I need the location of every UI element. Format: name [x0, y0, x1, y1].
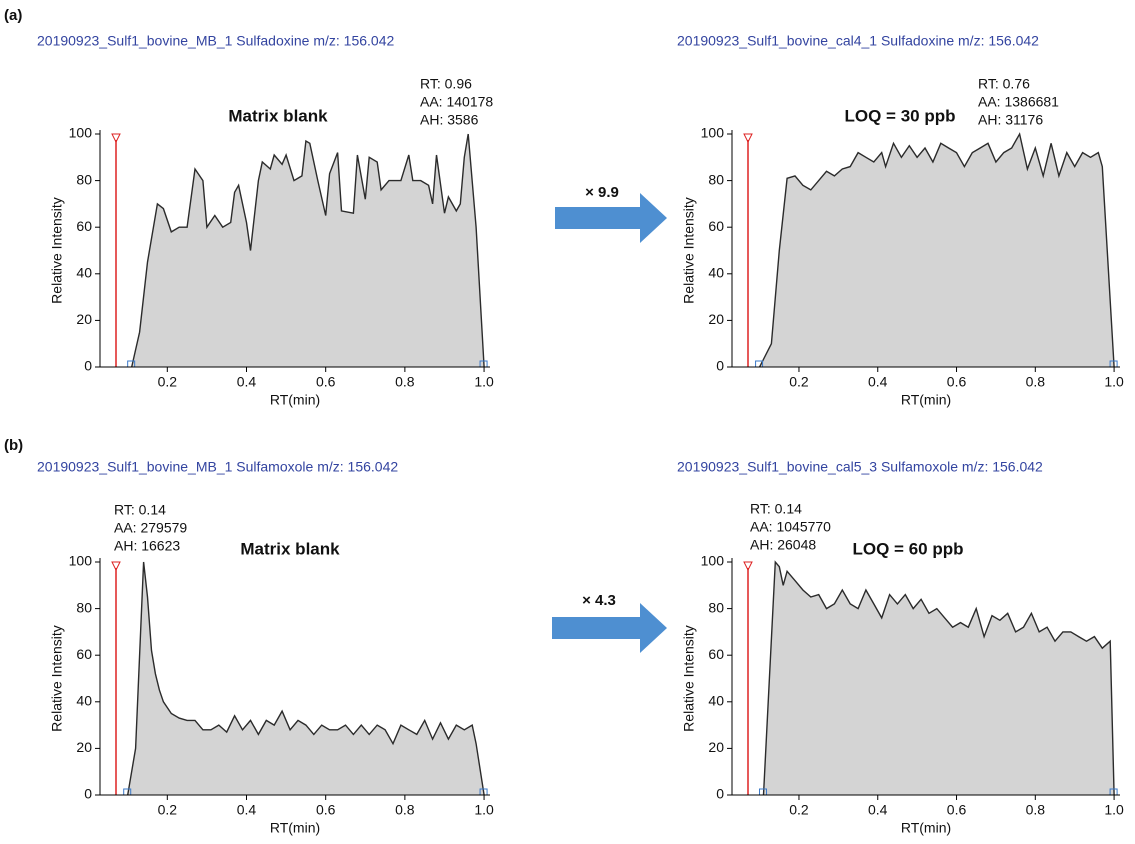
x-tick-label: 0.2: [789, 374, 809, 390]
area-fill: [127, 562, 485, 795]
x-tick-label: 1.0: [1104, 802, 1124, 818]
peak-label: RT: 0.76: [978, 76, 1030, 92]
arrow: [555, 193, 667, 243]
annotation: Matrix blank: [240, 539, 340, 558]
peak-label: RT: 0.14: [114, 502, 166, 518]
peak-label: RT: 0.14: [750, 501, 802, 517]
marker-triangle: [111, 133, 121, 144]
y-axis-label: Relative Intensity: [49, 625, 65, 732]
peak-label: AA: 1045770: [750, 519, 831, 535]
x-axis-label: RT(min): [270, 820, 320, 836]
x-tick-label: 0.2: [158, 374, 178, 390]
area-fill: [759, 134, 1115, 367]
trace-line: [762, 560, 1115, 796]
y-tick-label: 80: [708, 599, 724, 615]
y-tick-label: 100: [69, 553, 93, 569]
marker-triangle: [111, 561, 121, 572]
panel-label: (a): [4, 7, 22, 24]
y-tick-label: 0: [84, 358, 92, 374]
trace-line: [131, 133, 485, 368]
x-tick-label: 1.0: [474, 802, 494, 818]
x-tick-label: 0.2: [789, 802, 809, 818]
x-tick-label: 0.6: [947, 374, 967, 390]
peak-label: AH: 16623: [114, 538, 180, 554]
y-tick-label: 100: [69, 125, 93, 141]
x-tick-label: 0.4: [237, 374, 257, 390]
chart-title: 20190923_Sulf1_bovine_cal4_1 Sulfadoxine…: [677, 33, 1039, 49]
y-tick-label: 60: [708, 218, 724, 234]
peak-label: AA: 140178: [420, 94, 493, 110]
y-tick-label: 80: [76, 599, 92, 615]
y-tick-label: 20: [76, 739, 92, 755]
chart-title: 20190923_Sulf1_bovine_MB_1 Sulfadoxine m…: [37, 33, 394, 49]
y-axis-label: Relative Intensity: [681, 197, 697, 304]
arrow: [552, 603, 667, 653]
annotation: Matrix blank: [228, 106, 328, 125]
y-tick-label: 20: [76, 311, 92, 327]
y-tick-label: 20: [708, 739, 724, 755]
x-axis-label: RT(min): [901, 392, 951, 408]
y-tick-label: 40: [76, 265, 92, 281]
marker-triangle: [743, 133, 753, 144]
y-axis-label: Relative Intensity: [681, 625, 697, 732]
x-tick-label: 1.0: [474, 374, 494, 390]
y-tick-label: 60: [708, 646, 724, 662]
x-axis-label: RT(min): [901, 820, 951, 836]
marker-triangle: [743, 561, 753, 572]
chart-title: 20190923_Sulf1_bovine_MB_1 Sulfamoxole m…: [37, 459, 398, 475]
x-tick-label: 0.4: [868, 802, 888, 818]
y-tick-label: 60: [76, 218, 92, 234]
peak-label: AH: 3586: [420, 112, 479, 128]
annotation: LOQ = 30 ppb: [845, 106, 956, 125]
y-tick-label: 100: [701, 125, 725, 141]
x-tick-label: 0.8: [395, 374, 415, 390]
trace-line: [127, 561, 485, 796]
panel-label: (b): [4, 437, 23, 454]
x-tick-label: 0.6: [947, 802, 967, 818]
chart-title: 20190923_Sulf1_bovine_cal5_3 Sulfamoxole…: [677, 459, 1043, 475]
peak-label: AA: 1386681: [978, 94, 1059, 110]
x-tick-label: 0.4: [237, 802, 257, 818]
y-tick-label: 40: [76, 693, 92, 709]
x-tick-label: 0.2: [158, 802, 178, 818]
x-tick-label: 0.4: [868, 374, 888, 390]
peak-label: AA: 279579: [114, 520, 187, 536]
x-tick-label: 1.0: [1104, 374, 1124, 390]
y-tick-label: 40: [708, 265, 724, 281]
peak-label: AH: 31176: [978, 112, 1043, 128]
factor-label: × 4.3: [582, 592, 616, 609]
y-tick-label: 100: [701, 553, 725, 569]
y-tick-label: 0: [716, 786, 724, 802]
factor-label: × 9.9: [585, 184, 619, 201]
x-axis-label: RT(min): [270, 392, 320, 408]
y-tick-label: 40: [708, 693, 724, 709]
y-tick-label: 0: [716, 358, 724, 374]
y-tick-label: 80: [76, 171, 92, 187]
peak-label: RT: 0.96: [420, 76, 472, 92]
y-tick-label: 80: [708, 171, 724, 187]
y-tick-label: 0: [84, 786, 92, 802]
x-tick-label: 0.8: [1026, 802, 1046, 818]
annotation: LOQ = 60 ppb: [853, 539, 964, 558]
x-tick-label: 0.6: [316, 802, 336, 818]
y-axis-label: Relative Intensity: [49, 197, 65, 304]
y-tick-label: 20: [708, 311, 724, 327]
area-fill: [131, 134, 485, 367]
peak-label: AH: 26048: [750, 537, 816, 553]
x-tick-label: 0.8: [395, 802, 415, 818]
trace-line: [758, 132, 1115, 368]
y-tick-label: 60: [76, 646, 92, 662]
x-tick-label: 0.6: [316, 374, 336, 390]
area-fill: [763, 562, 1115, 795]
x-tick-label: 0.8: [1026, 374, 1046, 390]
